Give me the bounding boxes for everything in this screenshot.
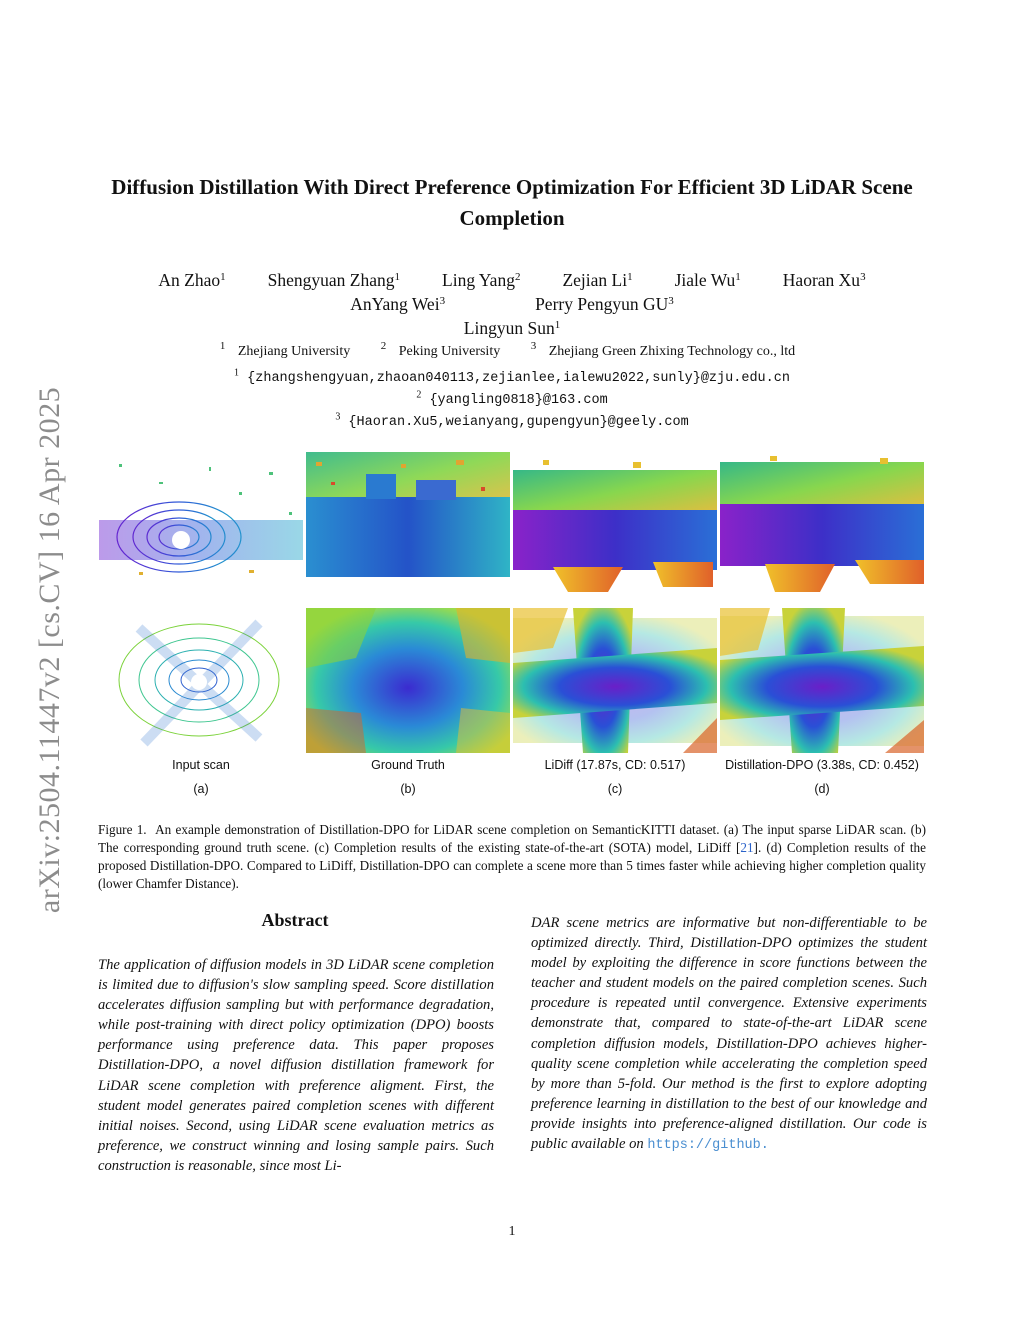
figure-caption: Figure 1. An example demonstration of Di… bbox=[98, 822, 926, 891]
affiliation: 3 Zhejiang Green Zhixing Technology co.,… bbox=[530, 339, 796, 359]
panel-caption: LiDiff (17.87s, CD: 0.517) bbox=[544, 758, 686, 772]
panel-caption: Distillation-DPO (3.38s, CD: 0.452) bbox=[725, 758, 919, 772]
arxiv-identifier[interactable]: arXiv:2504.11447v2 [cs.CV] 16 Apr 2025 bbox=[33, 386, 66, 914]
email-list: 1 {zhangshengyuan,zhaoan040113,zejianlee… bbox=[80, 368, 944, 434]
figure-panel-input-scan-bottom bbox=[99, 608, 303, 753]
author: Lingyun Sun1 bbox=[463, 318, 561, 338]
author: Zejian Li1 bbox=[562, 270, 633, 290]
figure-panel-distillation-dpo-top bbox=[720, 452, 924, 597]
panel-label: (d) bbox=[814, 782, 830, 796]
abstract-left-column: The application of diffusion models in 3… bbox=[98, 957, 494, 1174]
figure-panel-lidiff-top bbox=[513, 452, 717, 597]
citation-link[interactable]: 21 bbox=[740, 840, 754, 855]
affiliation-list: 1 Zhejiang University 2 Peking Universit… bbox=[80, 339, 944, 360]
author-list: An Zhao1 Shengyuan Zhang1 Ling Yang2 Zej… bbox=[80, 268, 944, 340]
author: Ling Yang2 bbox=[442, 270, 521, 290]
panel-caption: Ground Truth bbox=[371, 758, 445, 772]
figure-panel-lidiff-bottom bbox=[513, 608, 717, 753]
author: Perry Pengyun GU3 bbox=[535, 294, 674, 314]
abstract-heading: Abstract bbox=[261, 910, 329, 930]
panel-label: (c) bbox=[607, 782, 623, 796]
paper-title: Diffusion Distillation With Direct Prefe… bbox=[111, 175, 913, 230]
author: AnYang Wei3 bbox=[350, 294, 446, 314]
panel-caption: Input scan bbox=[172, 758, 230, 772]
email-line: 1 {zhangshengyuan,zhaoan040113,zejianlee… bbox=[234, 367, 790, 386]
figure-panel-ground-truth-bottom bbox=[306, 608, 510, 753]
email-line: 3 {Haoran.Xu5,weianyang,gupengyun}@geely… bbox=[335, 411, 689, 430]
author: Jiale Wu1 bbox=[674, 270, 741, 290]
author: Haoran Xu3 bbox=[782, 270, 866, 290]
panel-label: (b) bbox=[400, 782, 416, 796]
abstract-right-column: DAR scene metrics are informative but no… bbox=[531, 915, 927, 1154]
arxiv-sidebar: arXiv:2504.11447v2 [cs.CV] 16 Apr 2025 bbox=[30, 350, 70, 950]
affiliation: 1 Zhejiang University bbox=[219, 339, 351, 359]
figure-panel-ground-truth-top bbox=[306, 452, 510, 597]
email-line: 2 {yangling0818}@163.com bbox=[416, 389, 608, 408]
panel-label: (a) bbox=[193, 782, 209, 796]
page-number: 1 bbox=[508, 1224, 516, 1239]
author: Shengyuan Zhang1 bbox=[267, 270, 401, 290]
affiliation: 2 Peking University bbox=[380, 339, 501, 359]
figure-panel-distillation-dpo-bottom bbox=[720, 608, 924, 753]
author: An Zhao1 bbox=[158, 270, 226, 290]
figure-panel-input-scan-top bbox=[99, 452, 303, 597]
code-link[interactable]: https://github. bbox=[647, 1138, 769, 1154]
